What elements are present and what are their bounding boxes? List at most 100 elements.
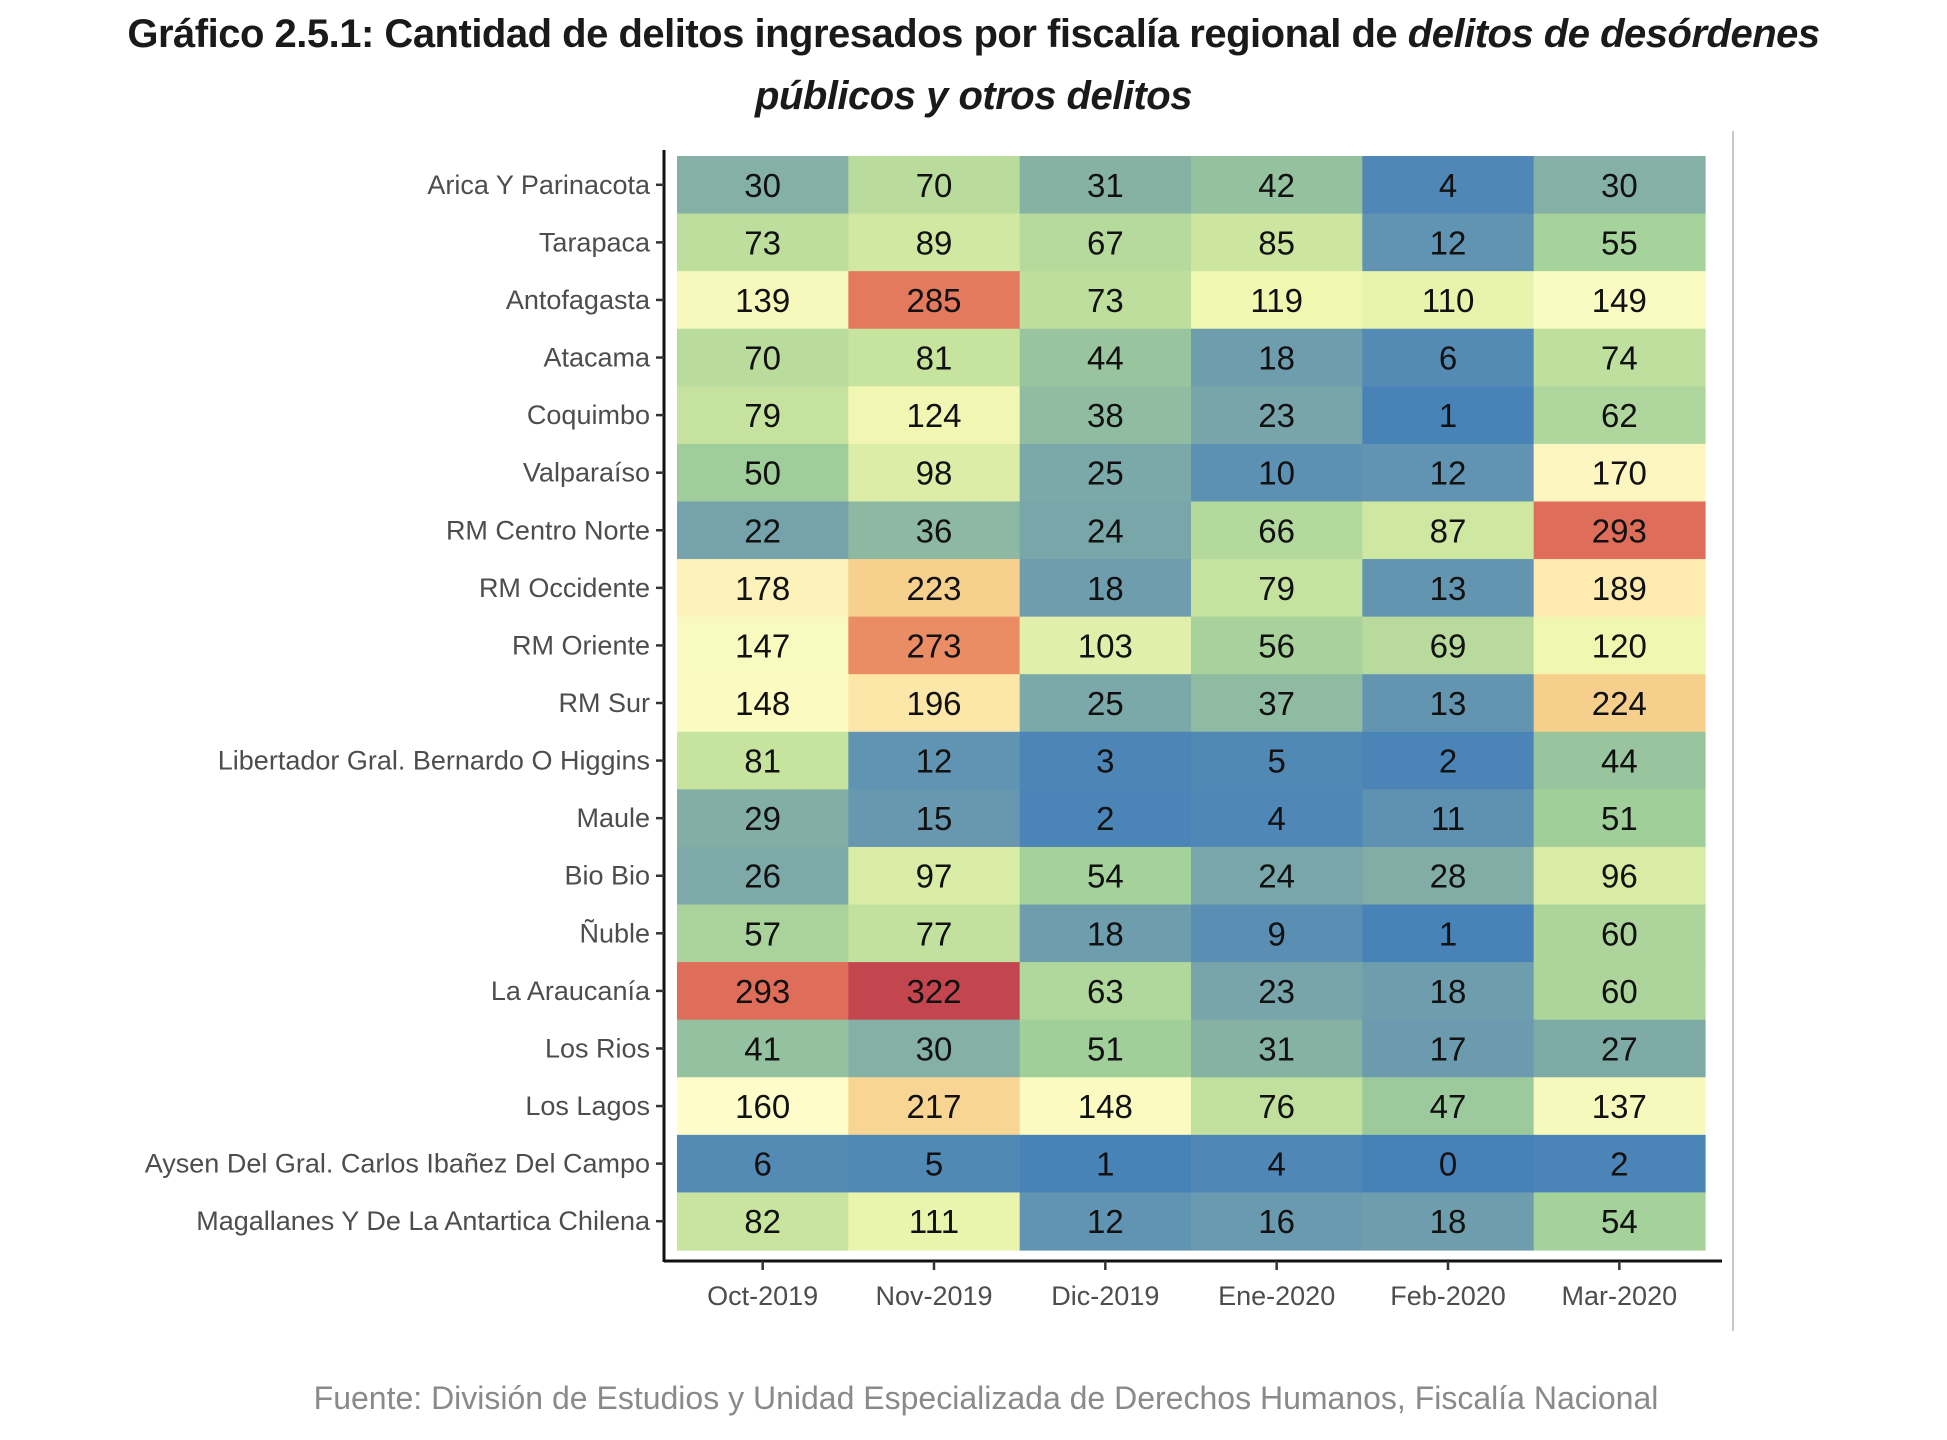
heatmap-cell <box>848 904 1021 963</box>
heatmap-cell <box>1191 789 1363 848</box>
heatmap-cell <box>1533 616 1706 675</box>
heatmap-cell <box>1362 213 1535 272</box>
heatmap-cell <box>1533 271 1706 330</box>
cell-value-label: 37 <box>1258 685 1295 722</box>
cell-value-label: 60 <box>1601 915 1638 952</box>
heatmap-cell <box>1362 731 1535 790</box>
cell-value-label: 293 <box>1592 512 1647 549</box>
cell-value-label: 23 <box>1258 973 1295 1010</box>
heatmap-cell <box>1533 213 1706 272</box>
cell-value-label: 73 <box>744 224 781 261</box>
heatmap-cell <box>848 789 1021 848</box>
heatmap-cell <box>1019 1134 1192 1194</box>
heatmap-cell <box>1362 443 1535 503</box>
cell-value-label: 31 <box>1258 1030 1295 1067</box>
cell-value-label: 29 <box>744 800 781 837</box>
heatmap-cell <box>677 156 849 215</box>
heatmap-cell <box>1362 1192 1535 1251</box>
cell-value-label: 149 <box>1592 282 1647 319</box>
cell-value-label: 51 <box>1601 800 1638 837</box>
heatmap-cell <box>1191 962 1363 1021</box>
cell-value-label: 12 <box>916 743 953 780</box>
cell-value-label: 31 <box>1087 167 1124 204</box>
x-axis: Oct-2019 Nov-2019 Dic-2019 Ene-2020 Feb-2020… <box>664 1259 1722 1311</box>
heatmap-cell <box>677 731 849 790</box>
x-tick-label: Mar-2020 <box>1562 1281 1678 1311</box>
cell-value-label: 285 <box>906 282 961 319</box>
cell-value-label: 79 <box>1258 570 1295 607</box>
heatmap-cell <box>677 1192 849 1251</box>
cell-value-label: 18 <box>1430 1203 1467 1240</box>
cell-value-label: 70 <box>744 340 781 377</box>
cell-value-label: 27 <box>1601 1030 1638 1067</box>
heatmap-cell <box>677 846 849 906</box>
heatmap-cell <box>1019 616 1192 675</box>
cell-value-label: 63 <box>1087 973 1124 1010</box>
heatmap-cell <box>848 559 1021 618</box>
y-tick-label: Ñuble <box>579 917 650 948</box>
source-footnote: Fuente: División de Estudios y Unidad Es… <box>313 1380 1659 1416</box>
heatmap-cell <box>848 271 1021 330</box>
cell-value-label: 98 <box>916 455 953 492</box>
cell-value-label: 178 <box>735 570 790 607</box>
heatmap-cell <box>848 674 1021 733</box>
cell-value-label: 28 <box>1430 858 1467 895</box>
cell-value-label: 120 <box>1592 627 1647 664</box>
heatmap-cell <box>1191 731 1363 790</box>
heatmap-cell <box>1533 846 1706 906</box>
cell-value-label: 13 <box>1430 685 1467 722</box>
heatmap-cell <box>1019 271 1192 330</box>
cell-value-label: 26 <box>744 858 781 895</box>
y-tick-label: Maule <box>576 803 650 833</box>
cell-value-label: 85 <box>1258 224 1295 261</box>
heatmap-cell <box>1362 156 1535 215</box>
heatmap-cell <box>1019 789 1192 848</box>
heatmap-cell <box>677 386 849 445</box>
cell-value-label: 0 <box>1439 1146 1457 1183</box>
y-tick-label: Valparaíso <box>523 458 650 488</box>
heatmap-cell <box>1533 1019 1706 1078</box>
cell-value-label: 51 <box>1087 1030 1124 1067</box>
heatmap-cell <box>1362 789 1535 848</box>
heatmap-cell <box>1362 1077 1535 1136</box>
heatmap-cell <box>848 1077 1021 1136</box>
cell-value-label: 89 <box>916 224 953 261</box>
y-tick-label: Bio Bio <box>564 861 650 891</box>
y-tick-label: Los Lagos <box>525 1091 650 1121</box>
cell-value-label: 293 <box>735 973 790 1010</box>
cell-value-label: 82 <box>744 1203 781 1240</box>
chart-title-italic-2: públicos y otros delitos <box>755 74 1192 118</box>
cell-value-label: 47 <box>1430 1088 1467 1125</box>
cell-value-label: 30 <box>744 167 781 204</box>
cell-value-label: 170 <box>1592 455 1647 492</box>
cell-value-label: 12 <box>1430 224 1467 261</box>
heatmap-cell <box>1191 846 1363 906</box>
cell-value-label: 139 <box>735 282 790 319</box>
heatmap-cell <box>677 1077 849 1136</box>
cell-value-label: 77 <box>916 915 953 952</box>
cell-value-label: 67 <box>1087 224 1124 261</box>
heatmap-cell <box>848 731 1021 790</box>
heatmap-cell <box>1362 501 1535 560</box>
heatmap-cell <box>1019 501 1192 560</box>
cell-value-label: 196 <box>906 685 961 722</box>
chart-title-italic-1: delitos de desórdenes <box>1407 12 1820 56</box>
cell-value-label: 38 <box>1087 397 1124 434</box>
heatmap-cell <box>1533 501 1706 560</box>
y-tick-label: Los Rios <box>545 1033 650 1063</box>
heatmap-cell <box>1191 904 1363 963</box>
cell-value-label: 81 <box>744 743 781 780</box>
heatmap-cell <box>1191 328 1363 387</box>
heatmap-cell <box>1191 616 1363 675</box>
heatmap-cell <box>1191 501 1363 560</box>
y-tick-label: Atacama <box>543 343 651 373</box>
cell-value-label: 18 <box>1430 973 1467 1010</box>
cell-value-label: 224 <box>1592 685 1647 722</box>
cell-value-label: 41 <box>744 1030 781 1067</box>
cell-value-label: 55 <box>1601 224 1638 261</box>
cell-value-label: 160 <box>735 1088 790 1125</box>
cell-value-label: 3 <box>1096 743 1114 780</box>
y-axis: Arica Y Parinacota Tarapaca Antofagasta Ata… <box>145 150 666 1262</box>
cell-value-label: 81 <box>916 340 953 377</box>
heatmap-cell <box>848 1134 1021 1194</box>
